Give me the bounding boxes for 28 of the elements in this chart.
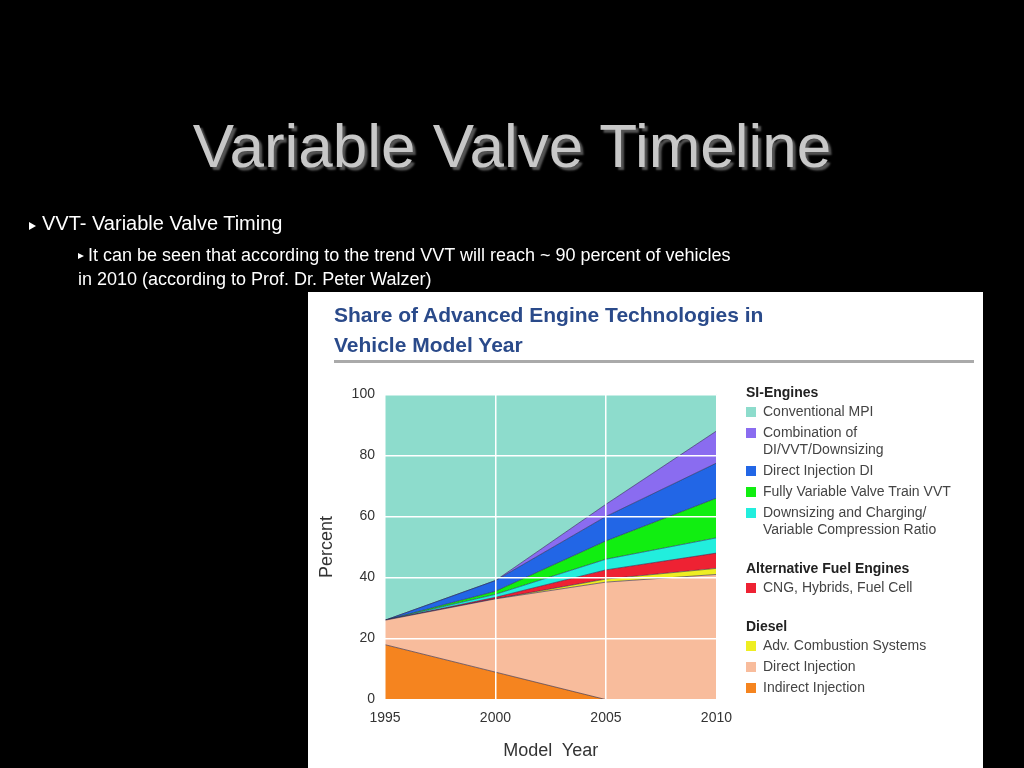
y-tick-label: 0 [367, 690, 376, 707]
text: Alternative Fuel Engines [746, 560, 911, 576]
legend-label: Fully Variable Valve Train VVT [763, 483, 951, 500]
x-tick-label: 2005 [590, 708, 622, 725]
text: Diesel [746, 618, 789, 634]
y-tick-label: 100 [351, 385, 376, 402]
text: It can be seen that according to the trend VVT will reach ~ 90 percent of vehicles in 2010 (according to Prof. Dr. Peter Walzer) [78, 244, 732, 291]
y-tick-label: 80 [359, 446, 376, 463]
legend-label: Combination of DI/VVT/Downsizing [763, 424, 885, 458]
legend-label: Indirect Injection [763, 679, 865, 696]
x-tick-label: 2010 [700, 708, 733, 725]
legend-label: Direct Injection DI [763, 462, 874, 479]
y-tick-label: 40 [359, 568, 376, 585]
y-tick-label: 20 [359, 629, 376, 646]
legend-label: Conventional MPI [763, 403, 874, 420]
chart-title: Variable Valve Timeline [191, 110, 833, 181]
x-tick-label: 2000 [479, 708, 512, 725]
legend-label: CNG, Hybrids, Fuel Cell [763, 579, 913, 596]
chart-subtitle: Share of Advanced Engine Technologies in Vehicle Model Year [334, 302, 764, 358]
y-tick-label: 60 [359, 507, 376, 524]
legend-label: Direct Injection [763, 658, 856, 675]
y-axis-title: Percent [315, 515, 336, 579]
text: SI-Engines [746, 384, 820, 400]
text: VVT- Variable Valve Timing [42, 212, 283, 235]
x-tick-label: 1995 [369, 708, 401, 725]
legend-label: Downsizing and Charging/ Variable Compression Ratio [763, 504, 938, 538]
legend-label: Adv. Combustion Systems [763, 637, 927, 654]
x-axis-title: Model Year [503, 740, 599, 761]
